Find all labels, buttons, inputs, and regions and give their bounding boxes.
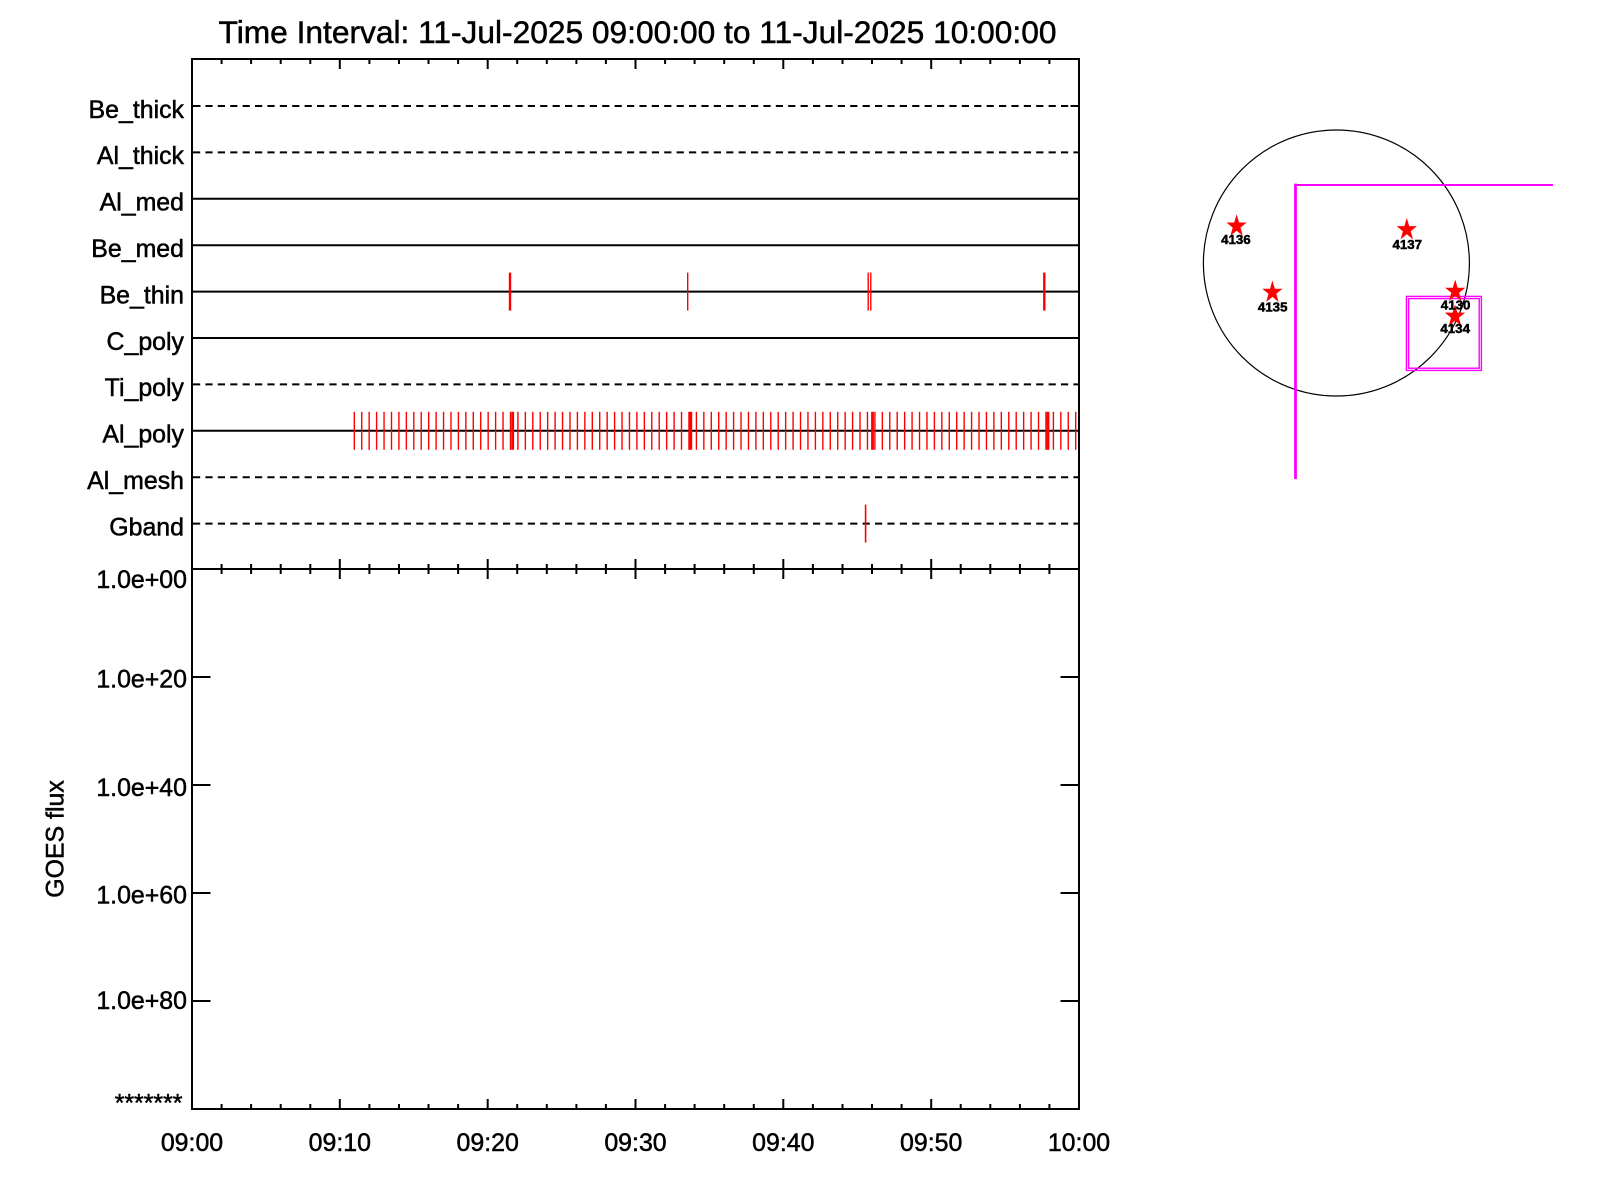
svg-text:Al_poly: Al_poly bbox=[102, 421, 184, 449]
svg-text:4130: 4130 bbox=[1441, 298, 1471, 313]
svg-text:Be_thick: Be_thick bbox=[89, 96, 185, 124]
svg-text:09:40: 09:40 bbox=[752, 1129, 814, 1157]
svg-text:C_poly: C_poly bbox=[107, 328, 185, 356]
svg-text:1.0e+40: 1.0e+40 bbox=[96, 774, 187, 802]
svg-text:09:50: 09:50 bbox=[900, 1129, 962, 1157]
svg-text:Be_thin: Be_thin bbox=[100, 281, 184, 309]
svg-text:4134: 4134 bbox=[1440, 321, 1470, 336]
svg-text:*******: ******* bbox=[115, 1090, 183, 1118]
svg-text:Al_thick: Al_thick bbox=[97, 142, 185, 170]
svg-text:1.0e+20: 1.0e+20 bbox=[96, 666, 187, 694]
svg-text:4135: 4135 bbox=[1258, 300, 1288, 315]
svg-text:1.0e+00: 1.0e+00 bbox=[96, 566, 187, 594]
svg-text:Ti_poly: Ti_poly bbox=[105, 374, 185, 402]
svg-text:4137: 4137 bbox=[1393, 237, 1423, 252]
svg-text:1.0e+80: 1.0e+80 bbox=[96, 987, 187, 1015]
svg-text:09:30: 09:30 bbox=[604, 1129, 666, 1157]
svg-text:Al_med: Al_med bbox=[100, 189, 184, 217]
svg-text:1.0e+60: 1.0e+60 bbox=[96, 882, 187, 910]
svg-text:Time Interval: 11-Jul-2025 09:: Time Interval: 11-Jul-2025 09:00:00 to 1… bbox=[219, 14, 1057, 50]
svg-text:10:00: 10:00 bbox=[1048, 1129, 1110, 1157]
svg-text:4136: 4136 bbox=[1221, 232, 1251, 247]
svg-text:Gband: Gband bbox=[109, 513, 184, 541]
svg-text:09:20: 09:20 bbox=[457, 1129, 519, 1157]
svg-text:Be_med: Be_med bbox=[91, 235, 184, 263]
svg-text:09:10: 09:10 bbox=[309, 1129, 371, 1157]
svg-text:09:00: 09:00 bbox=[161, 1129, 223, 1157]
svg-text:GOES flux: GOES flux bbox=[42, 780, 70, 898]
svg-text:Al_mesh: Al_mesh bbox=[87, 467, 184, 495]
